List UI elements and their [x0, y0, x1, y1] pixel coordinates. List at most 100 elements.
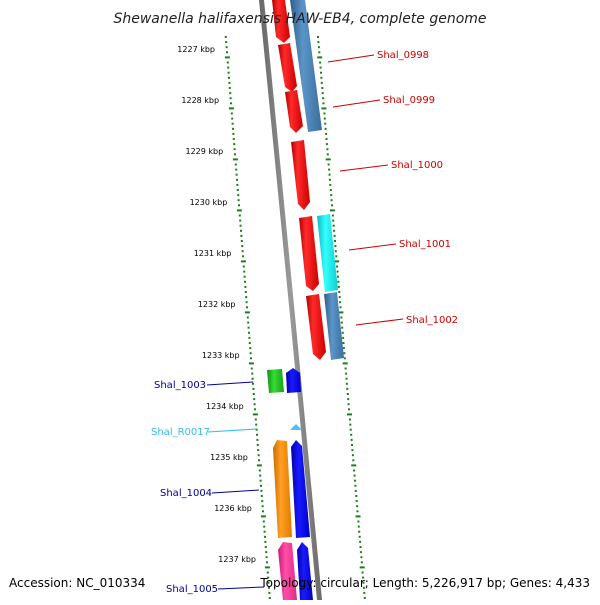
tick-right	[328, 173, 331, 176]
tick-right	[324, 122, 327, 125]
tick-right	[320, 71, 322, 74]
tick-left	[254, 408, 256, 411]
tick-right	[329, 209, 335, 212]
gene-shal-1003[interactable]	[267, 369, 284, 393]
tick-right	[354, 484, 357, 487]
tick-right	[317, 56, 323, 59]
tick-left	[245, 301, 248, 304]
tick-right	[342, 336, 345, 339]
ruler-label: 1235 kbp	[210, 453, 248, 462]
tick-right	[353, 474, 356, 477]
tick-right	[336, 270, 339, 273]
tick-right	[347, 413, 352, 416]
tick-left	[268, 586, 270, 589]
tick-left	[253, 403, 256, 406]
tick-left	[250, 367, 253, 370]
tick-left	[244, 311, 250, 314]
tick-left	[264, 535, 266, 538]
gene-shal-1002[interactable]	[324, 292, 344, 360]
gene-label-shal-1003[interactable]: Shal_1003	[154, 380, 206, 391]
genome-title: Shewanella halifaxensis HAW-EB4, complet…	[113, 11, 486, 27]
tick-left	[242, 255, 244, 258]
tick-right	[331, 214, 334, 217]
tick-left	[263, 525, 266, 528]
tick-right	[334, 250, 337, 253]
gene-shal-1001[interactable]	[317, 214, 338, 292]
gene-label-shal-r0017[interactable]: Shal_R0017	[151, 427, 210, 438]
tick-right	[342, 342, 345, 344]
tick-left	[253, 398, 256, 401]
tick-right	[353, 469, 356, 472]
tick-right	[326, 148, 329, 151]
tick-left	[230, 112, 233, 115]
gene-shal-1002-red[interactable]	[306, 294, 326, 360]
gene-label-shal-0998[interactable]: Shal_0998	[377, 50, 429, 61]
tick-right	[346, 393, 349, 395]
tick-left	[244, 285, 247, 288]
tick-left	[262, 520, 265, 523]
gene-label-shal-1004[interactable]: Shal_1004	[160, 488, 212, 499]
tick-left	[252, 413, 258, 416]
tick-left	[255, 428, 258, 431]
tick-right	[358, 530, 361, 533]
tick-right	[339, 301, 342, 304]
tick-left	[240, 260, 246, 263]
tick-right	[328, 168, 331, 171]
tick-right	[317, 36, 319, 38]
gene-shal-1005-blue[interactable]	[297, 542, 313, 600]
tick-left	[247, 321, 250, 324]
tick-left	[234, 163, 237, 166]
tick-right	[363, 591, 366, 594]
tick-left	[232, 158, 238, 161]
tick-right	[337, 275, 339, 278]
gene-label-shal-1002[interactable]: Shal_1002	[406, 315, 458, 326]
gene-shal-1003-blue[interactable]	[286, 368, 301, 393]
tick-left	[256, 464, 262, 467]
gene-shal-1005[interactable]	[278, 542, 297, 600]
tick-left	[233, 143, 236, 146]
tick-left	[231, 117, 234, 120]
tick-left	[239, 219, 242, 222]
tick-left	[251, 377, 254, 380]
gene-label-shal-1001[interactable]: Shal_1001	[399, 239, 451, 250]
gene-label-shal-1000[interactable]: Shal_1000	[391, 160, 443, 171]
genome-backbone	[259, 0, 322, 600]
gene-shal-0998-b[interactable]	[278, 43, 297, 92]
gene-shal-r0017[interactable]	[290, 424, 302, 430]
tick-right	[324, 127, 327, 130]
tick-left	[248, 331, 250, 334]
gene-shal-0998-c[interactable]	[285, 90, 303, 133]
tick-right	[361, 571, 364, 574]
tick-left	[229, 97, 232, 100]
gene-label-shal-0999[interactable]: Shal_0999	[383, 95, 435, 106]
tick-right	[351, 444, 353, 446]
tick-left	[232, 132, 235, 135]
tick-left	[231, 122, 234, 125]
tick-left	[265, 551, 268, 554]
tick-left	[248, 362, 254, 365]
gene-shal-1004-blue[interactable]	[291, 440, 310, 538]
tick-left	[246, 306, 248, 309]
tick-right	[359, 551, 362, 554]
tick-right	[345, 372, 348, 375]
tick-right	[320, 81, 323, 84]
tick-right	[322, 102, 325, 105]
gene-shal-1004[interactable]	[273, 440, 292, 538]
tick-right	[351, 454, 354, 457]
tick-right	[325, 132, 328, 135]
gene-shal-1000[interactable]	[291, 140, 310, 210]
tick-right	[317, 41, 320, 44]
tick-left	[248, 342, 251, 344]
tick-right	[333, 234, 336, 237]
gene-shal-1001-red[interactable]	[299, 216, 319, 291]
tick-right	[349, 428, 352, 431]
tick-right	[345, 377, 348, 380]
ruler-label: 1227 kbp	[177, 45, 215, 54]
gene-label-shal-1005[interactable]: Shal_1005	[166, 584, 218, 595]
tick-right	[325, 138, 328, 140]
gene-shal-0999[interactable]	[290, 0, 322, 132]
gene-shal-0998[interactable]	[272, 0, 290, 43]
tick-right	[337, 285, 340, 288]
tick-right	[359, 540, 362, 543]
